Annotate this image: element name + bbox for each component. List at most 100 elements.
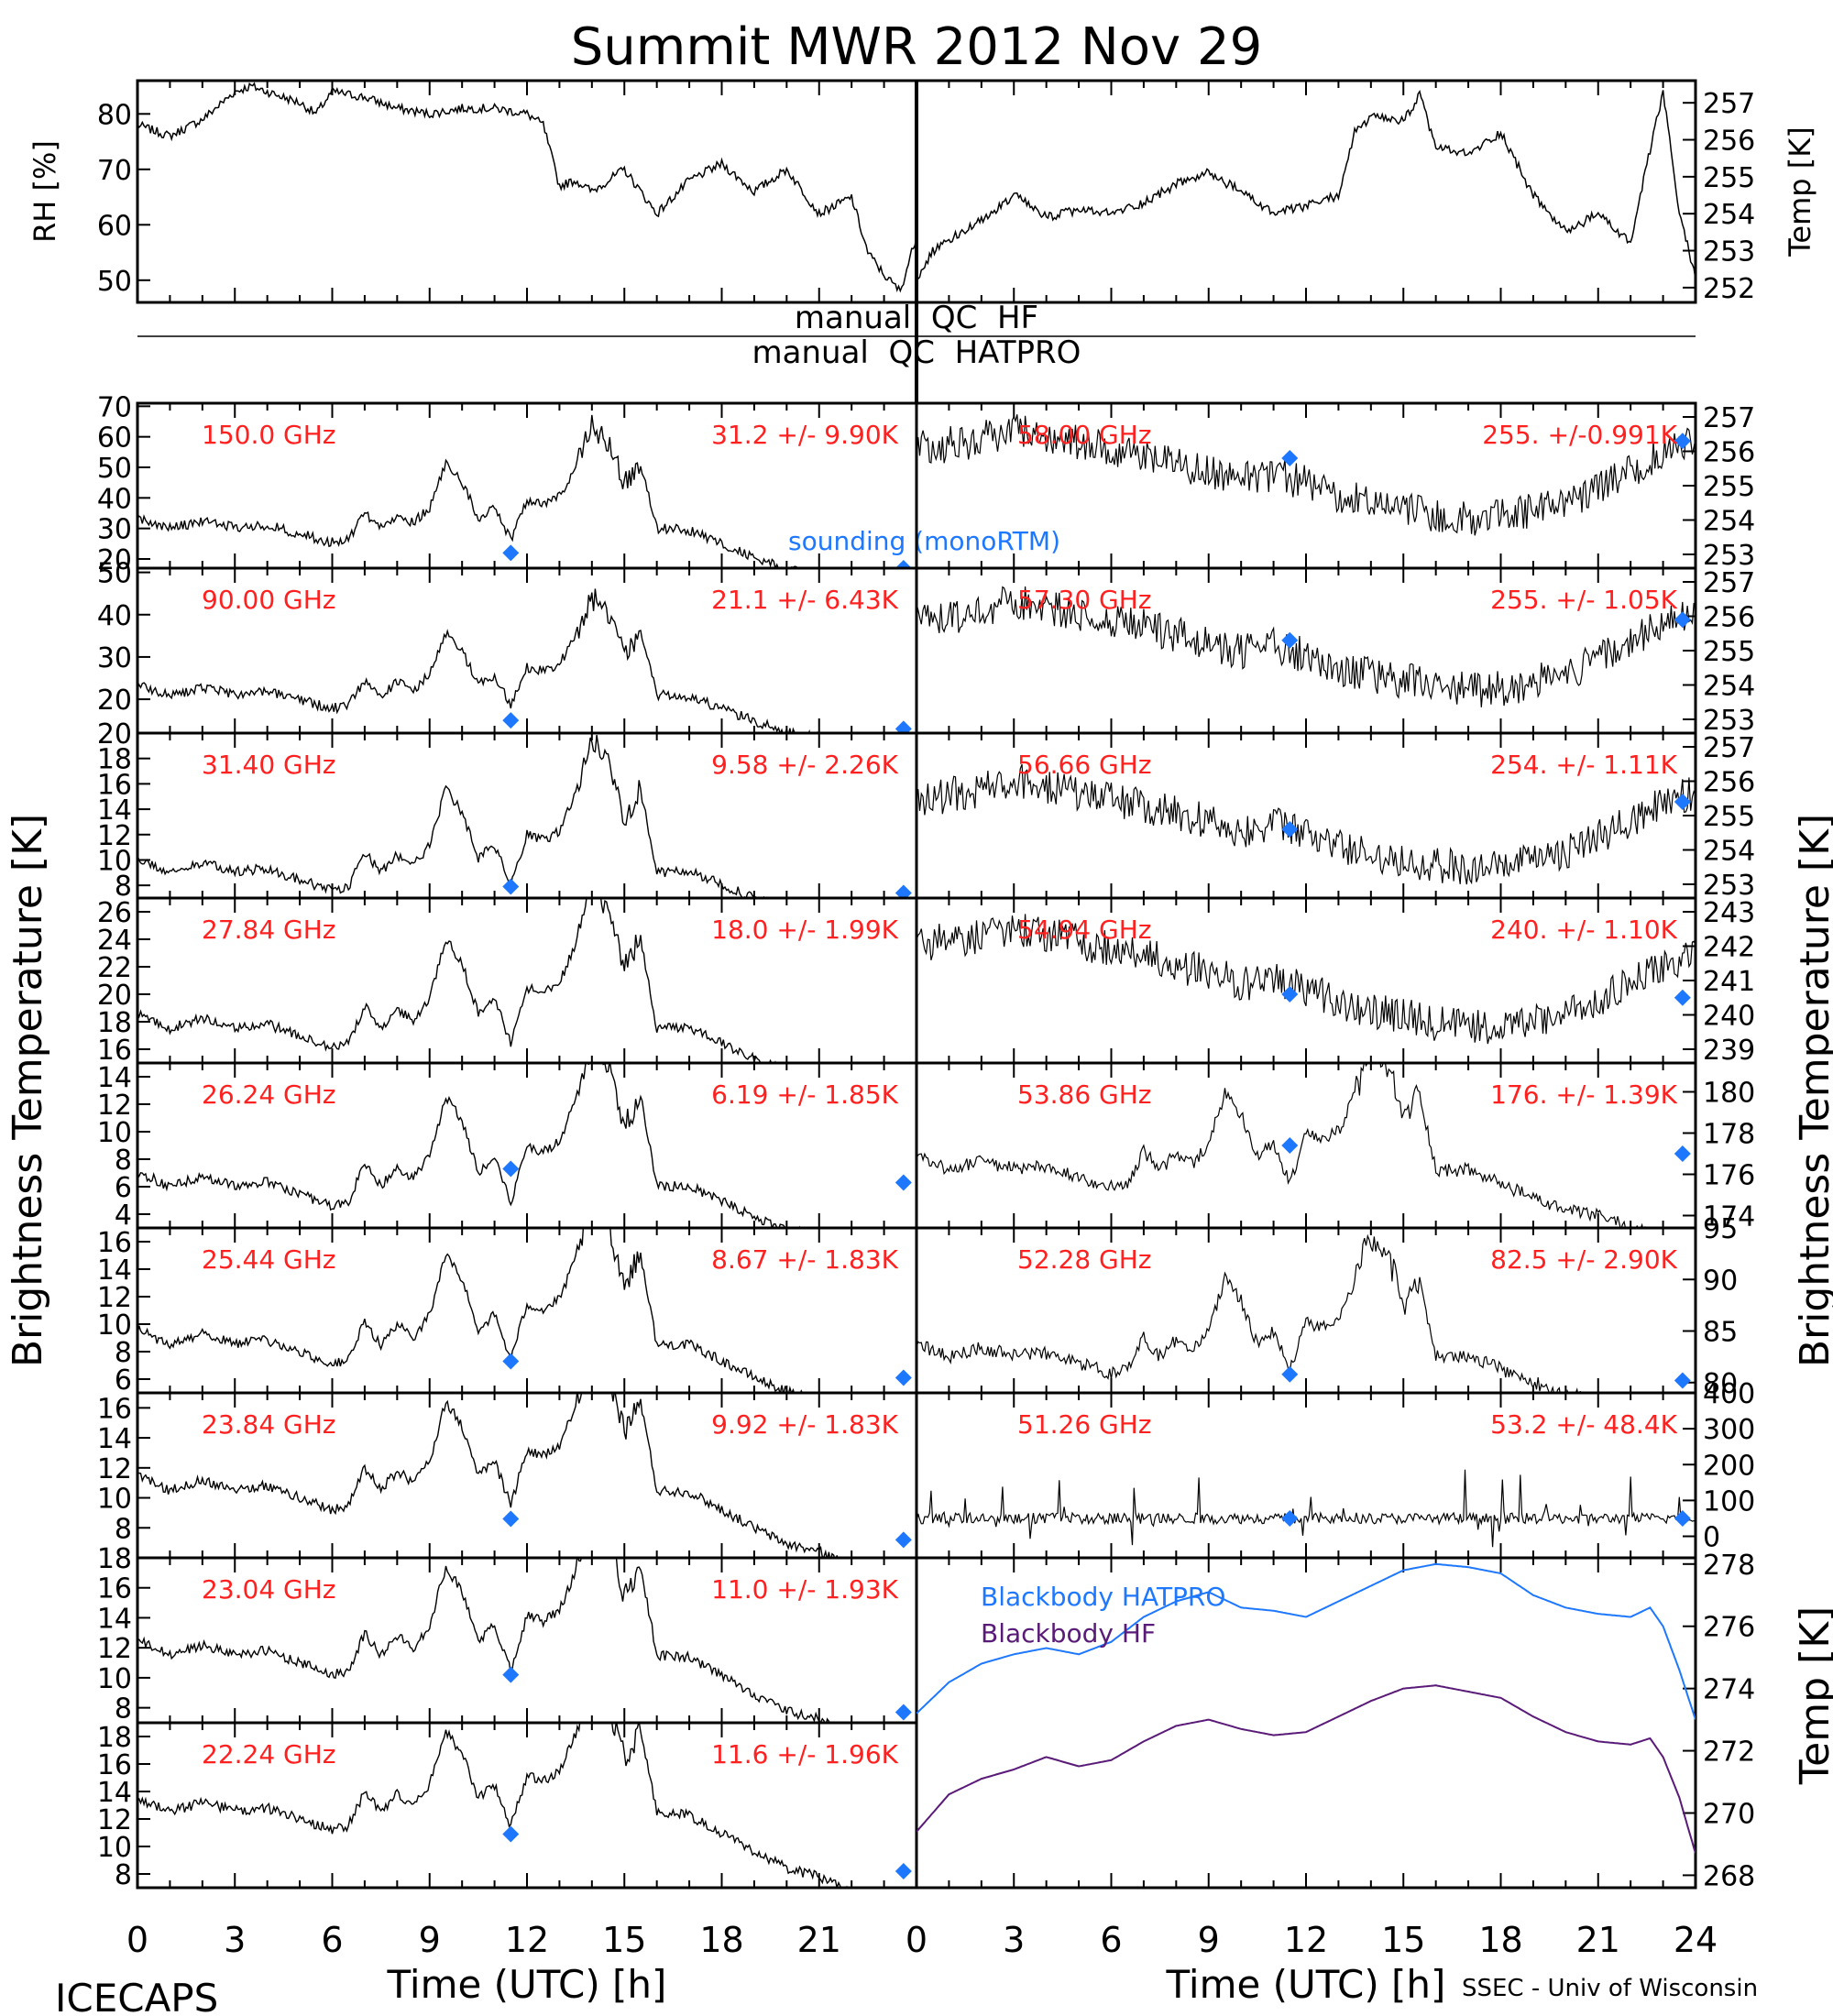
- trace-group: [916, 763, 1696, 885]
- y-tick-label: 60: [97, 210, 132, 242]
- freq-label: 51.26 GHz: [1017, 1409, 1152, 1440]
- y-tick-label: 16: [97, 1749, 132, 1781]
- xlabel-right: Time (UTC) [h]: [1166, 1962, 1446, 2007]
- bt-trace: [137, 898, 776, 1063]
- xlabel-left: Time (UTC) [h]: [387, 1962, 667, 2007]
- y-tick-label: 255: [1703, 471, 1755, 503]
- y-tick-label: 8: [115, 871, 132, 903]
- y-tick-label: 14: [97, 794, 132, 827]
- blackbody-line: [916, 1684, 1696, 1854]
- sounding-point: [895, 1369, 912, 1386]
- rh-panel: 50 60 70 80 RH [%]: [27, 79, 918, 304]
- sounding-point: [895, 1531, 912, 1549]
- temp-panel-frame: [915, 79, 1697, 304]
- bt-left-panel-1: 20 30 40 50 90.00 GHz 21.1 +/- 6.43K: [97, 558, 918, 735]
- y-tick-label: 16: [97, 769, 132, 801]
- rh-line: [137, 82, 916, 293]
- y-tick-label: 10: [97, 1117, 132, 1149]
- freq-label: 25.44 GHz: [202, 1244, 336, 1275]
- freq-label: 27.84 GHz: [202, 915, 336, 945]
- y-tick-label: 253: [1703, 870, 1755, 902]
- y-tick-label: 272: [1703, 1737, 1755, 1769]
- bt-trace: [916, 1469, 1696, 1548]
- y-tick-label: 80: [97, 99, 132, 131]
- y-tick-label: 8: [115, 1145, 132, 1177]
- y-tick-label: 12: [97, 820, 132, 852]
- y-tick-label: 18: [97, 744, 132, 776]
- y-tick-label: 253: [1703, 540, 1755, 572]
- y-tick-label: 257: [1703, 402, 1755, 434]
- y-tick-label: 180: [1703, 1078, 1755, 1110]
- sounding-point: [1674, 1509, 1691, 1527]
- blackbody-legend: Blackbody HF: [981, 1618, 1156, 1649]
- trace-group: [137, 414, 912, 568]
- trace-group: [916, 1469, 1696, 1548]
- y-tick-label: 50: [97, 453, 132, 485]
- stats-label: 176. +/- 1.39K: [1490, 1079, 1677, 1110]
- trace-group: [137, 82, 916, 293]
- x-tick-label: 9: [419, 1920, 441, 1960]
- y-tick-label: 16: [97, 1573, 132, 1605]
- y-tick-label: 256: [1703, 126, 1755, 158]
- x-tick-label: 15: [1381, 1920, 1425, 1960]
- stats-label: 53.2 +/- 48.4K: [1490, 1409, 1677, 1440]
- y-tick-label: 50: [97, 266, 132, 298]
- stats-label: 18.0 +/- 1.99K: [711, 915, 898, 945]
- sounding-point: [895, 560, 912, 568]
- temp-ylabel: Temp [K]: [1783, 126, 1817, 257]
- x-tick-label: 21: [1576, 1920, 1620, 1960]
- y-tick-label: 10: [97, 1484, 132, 1516]
- y-tick-label: 178: [1703, 1119, 1755, 1151]
- y-tick-label: 270: [1703, 1798, 1755, 1830]
- sounding-point: [1281, 1509, 1299, 1527]
- y-tick-label: 18: [97, 1722, 132, 1754]
- ylabel-right: Brightness Temperature [K]: [1792, 814, 1833, 1367]
- y-tick-label: 12: [97, 1633, 132, 1665]
- y-tick-label: 70: [97, 391, 132, 423]
- sounding-point: [895, 720, 912, 733]
- y-tick-label: 18: [97, 1543, 132, 1575]
- sounding-point: [1281, 1365, 1299, 1383]
- stats-label: 82.5 +/- 2.90K: [1490, 1244, 1677, 1275]
- sounding-point: [502, 1510, 520, 1528]
- y-tick-label: 200: [1703, 1450, 1755, 1482]
- trace-group: [137, 1558, 912, 1723]
- ylabel-left: Brightness Temperature [K]: [5, 814, 51, 1367]
- sounding-point: [1674, 1372, 1691, 1389]
- sounding-point: [1674, 794, 1691, 810]
- y-tick-label: 26: [97, 897, 132, 929]
- freq-label: 22.24 GHz: [202, 1739, 336, 1769]
- sounding-point: [502, 878, 520, 895]
- trace-group: [137, 1228, 912, 1393]
- y-tick-label: 20: [97, 544, 132, 576]
- bt-trace: [916, 586, 1696, 707]
- bt-trace: [137, 1558, 830, 1723]
- x-tick-label: 6: [1100, 1920, 1122, 1960]
- sounding-point: [1281, 631, 1299, 649]
- y-tick-label: 10: [97, 1663, 132, 1695]
- sounding-point: [1281, 986, 1299, 1003]
- sounding-point: [895, 884, 912, 898]
- y-tick-label: 256: [1703, 602, 1755, 634]
- y-tick-label: 253: [1703, 236, 1755, 268]
- y-tick-label: 85: [1703, 1317, 1738, 1349]
- bt-trace: [137, 734, 765, 898]
- y-tick-label: 0: [1703, 1522, 1720, 1554]
- trace-group: [137, 734, 912, 898]
- stats-label: 9.92 +/- 1.83K: [711, 1409, 898, 1440]
- x-tick-label: 24: [1674, 1920, 1718, 1960]
- y-tick-label: 12: [97, 1453, 132, 1485]
- y-tick-label: 8: [115, 1693, 132, 1726]
- y-tick-label: 254: [1703, 506, 1755, 538]
- bt-trace: [137, 588, 818, 733]
- sounding-point: [895, 1704, 912, 1721]
- y-tick-label: 268: [1703, 1860, 1755, 1892]
